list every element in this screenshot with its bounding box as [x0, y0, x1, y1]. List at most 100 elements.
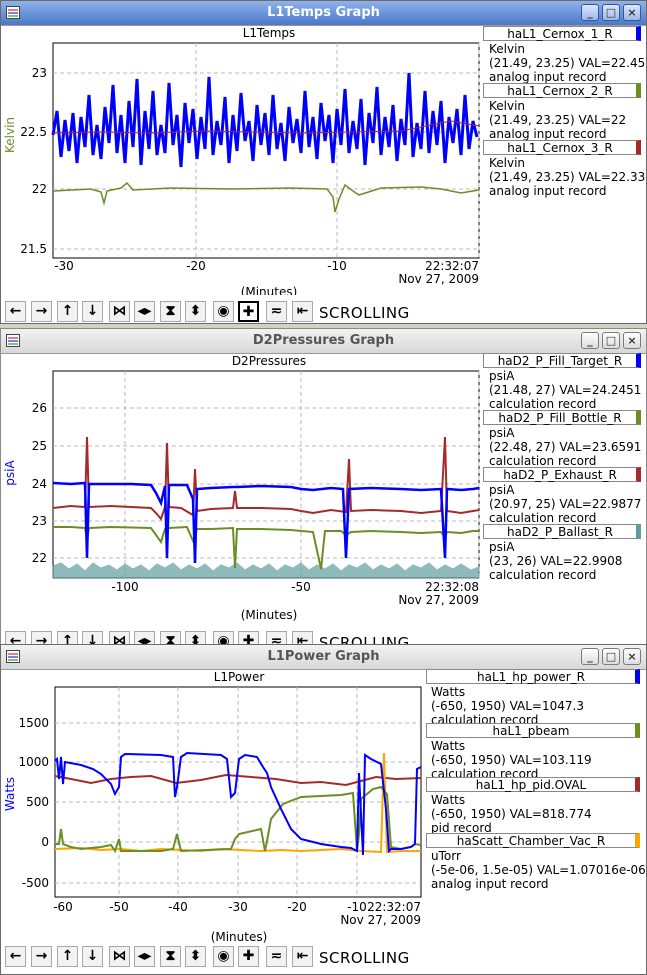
right-arrow-icon[interactable]: → — [31, 946, 52, 967]
left-arrow-icon[interactable]: ← — [5, 631, 26, 645]
reset-icon[interactable]: ≂ — [266, 631, 287, 645]
maximize-button[interactable]: □ — [602, 648, 620, 665]
y-axis-label: psiA — [3, 460, 17, 486]
l1power-plot[interactable]: L1Power Watts -500 0 500 1000 1500 -60 — [1, 669, 426, 944]
legend-units: uTorr — [431, 849, 461, 863]
legend-range-value: (21.49, 23.25) VAL=22.45 — [489, 56, 646, 70]
y-axis-label: Kelvin — [3, 117, 17, 153]
scroll-icon[interactable]: ⇤ — [292, 946, 313, 967]
zoom-out-x-icon[interactable]: ◂▸ — [134, 946, 155, 967]
close-button[interactable]: × — [623, 4, 641, 21]
zoom-out-y-icon[interactable]: ⬍ — [185, 631, 206, 645]
legend-record-type: calculation record — [489, 397, 597, 411]
l1power-titlebar[interactable]: L1Power Graph _ □ × — [1, 645, 646, 670]
y-tick-label: 500 — [26, 795, 49, 809]
app-icon — [6, 650, 20, 663]
y-axis-label: Watts — [3, 777, 17, 811]
legend-name-chamber-vac[interactable]: haScatt_Chamber_Vac_R — [426, 833, 640, 848]
legend-name-fill-target[interactable]: haD2_P_Fill_Target_R — [483, 353, 641, 368]
x-axis-label: (Minutes) — [241, 608, 298, 621]
l1temps-titlebar[interactable]: L1Temps Graph _ □ × — [1, 1, 646, 26]
maximize-button[interactable]: □ — [602, 332, 620, 349]
minimize-button[interactable]: _ — [581, 332, 599, 349]
legend-name-ballast[interactable]: haD2_P_Ballast_R — [483, 524, 641, 539]
legend-record-type: calculation record — [489, 568, 597, 582]
scroll-icon[interactable]: ⇤ — [292, 631, 313, 645]
crosshair-icon[interactable]: ✚ — [238, 946, 259, 967]
reset-icon[interactable]: ≂ — [266, 301, 287, 322]
legend-name-cernox-2[interactable]: haL1_Cernox_2_R — [483, 83, 641, 98]
crosshair-icon[interactable]: ✚ — [238, 631, 259, 645]
current-time-label: 22:32:08 — [425, 580, 479, 594]
legend-record-type: analog input record — [489, 127, 607, 141]
right-arrow-icon[interactable]: → — [31, 631, 52, 645]
legend-record-type: analog input record — [489, 70, 607, 84]
left-arrow-icon[interactable]: ← — [5, 301, 26, 322]
close-button[interactable]: × — [623, 648, 641, 665]
app-icon — [6, 334, 20, 347]
current-time-label: 22:32:07 — [425, 259, 479, 273]
legend-name-pbeam[interactable]: haL1_pbeam — [426, 723, 640, 738]
up-arrow-icon[interactable]: ↑ — [57, 946, 78, 967]
autoscale-icon[interactable]: ◉ — [213, 301, 234, 322]
zoom-in-x-icon[interactable]: ⋈ — [109, 631, 130, 645]
zoom-in-y-icon[interactable]: ⧗ — [160, 946, 181, 967]
close-button[interactable]: × — [623, 332, 641, 349]
x-tick-label: -30 — [54, 259, 74, 273]
graph-toolbar: ← → ↑ ↓ ⋈ ◂▸ ⧗ ⬍ ◉ ✚ ≂ ⇤ SCROLLING — [1, 299, 646, 323]
x-tick-labels: -60 -50 -40 -30 -20 — [53, 900, 307, 914]
y-tick-labels: 22 23 24 25 26 — [32, 401, 47, 565]
legend-range-value: (20.97, 25) VAL=22.9877 — [489, 497, 642, 511]
zoom-in-y-icon[interactable]: ⧗ — [160, 301, 181, 322]
current-date-label: Nov 27, 2009 — [398, 272, 479, 286]
left-arrow-icon[interactable]: ← — [5, 946, 26, 967]
legend-record-type: analog input record — [431, 877, 549, 891]
zoom-in-y-icon[interactable]: ⧗ — [160, 631, 181, 645]
down-arrow-icon[interactable]: ↓ — [82, 946, 103, 967]
down-arrow-icon[interactable]: ↓ — [82, 301, 103, 322]
legend-units: Kelvin — [489, 156, 526, 170]
legend-name-hp-power[interactable]: haL1_hp_power_R — [426, 669, 640, 684]
legend-units: psiA — [489, 369, 515, 383]
crosshair-icon[interactable]: ✚ — [238, 301, 259, 322]
minimize-button[interactable]: _ — [581, 648, 599, 665]
legend-units: psiA — [489, 483, 515, 497]
zoom-out-x-icon[interactable]: ◂▸ — [134, 301, 155, 322]
plot-area — [52, 370, 480, 579]
d2pressures-titlebar[interactable]: D2Pressures Graph _ □ × — [1, 329, 646, 354]
maximize-button[interactable]: □ — [602, 4, 620, 21]
up-arrow-icon[interactable]: ↑ — [57, 631, 78, 645]
up-arrow-icon[interactable]: ↑ — [57, 301, 78, 322]
zoom-in-x-icon[interactable]: ⋈ — [109, 301, 130, 322]
legend-units: psiA — [489, 540, 515, 554]
legend-units: Kelvin — [489, 42, 526, 56]
x-tick-labels: -30 -20 -10 — [54, 259, 347, 273]
y-tick-label: 23 — [32, 66, 47, 80]
series-fill-bottle — [53, 525, 479, 570]
legend-name-exhaust[interactable]: haD2_P_Exhaust_R — [483, 467, 641, 482]
legend-units: psiA — [489, 426, 515, 440]
legend-range-value: (-650, 1950) VAL=103.119 — [431, 753, 592, 767]
zoom-out-y-icon[interactable]: ⬍ — [185, 301, 206, 322]
legend-name-cernox-3[interactable]: haL1_Cernox_3_R — [483, 140, 641, 155]
legend-name-pid-oval[interactable]: haL1_hp_pid.OVAL — [426, 777, 640, 792]
legend-range-value: (21.49, 23.25) VAL=22.33 — [489, 170, 646, 184]
minimize-button[interactable]: _ — [581, 4, 599, 21]
legend-name-fill-bottle[interactable]: haD2_P_Fill_Bottle_R — [483, 410, 641, 425]
down-arrow-icon[interactable]: ↓ — [82, 631, 103, 645]
y-axis-label-text: Watts — [3, 777, 17, 811]
zoom-out-y-icon[interactable]: ⬍ — [185, 946, 206, 967]
autoscale-icon[interactable]: ◉ — [213, 631, 234, 645]
reset-icon[interactable]: ≂ — [266, 946, 287, 967]
autoscale-icon[interactable]: ◉ — [213, 946, 234, 967]
series-cernox-1 — [51, 72, 479, 168]
d2pressures-plot[interactable]: D2Pressures psiA 22 23 24 25 26 -100 -50 — [1, 353, 483, 621]
legend-range-value: (-650, 1950) VAL=818.774 — [431, 807, 592, 821]
right-arrow-icon[interactable]: → — [31, 301, 52, 322]
l1temps-plot[interactable]: L1Temps Kelvin 21.5 22 22.5 23 -30 -20 -… — [1, 25, 483, 295]
zoom-in-x-icon[interactable]: ⋈ — [109, 946, 130, 967]
zoom-out-x-icon[interactable]: ◂▸ — [134, 631, 155, 645]
legend-name-cernox-1[interactable]: haL1_Cernox_1_R — [483, 26, 641, 41]
y-tick-label: 1500 — [18, 716, 49, 730]
scroll-icon[interactable]: ⇤ — [292, 301, 313, 322]
